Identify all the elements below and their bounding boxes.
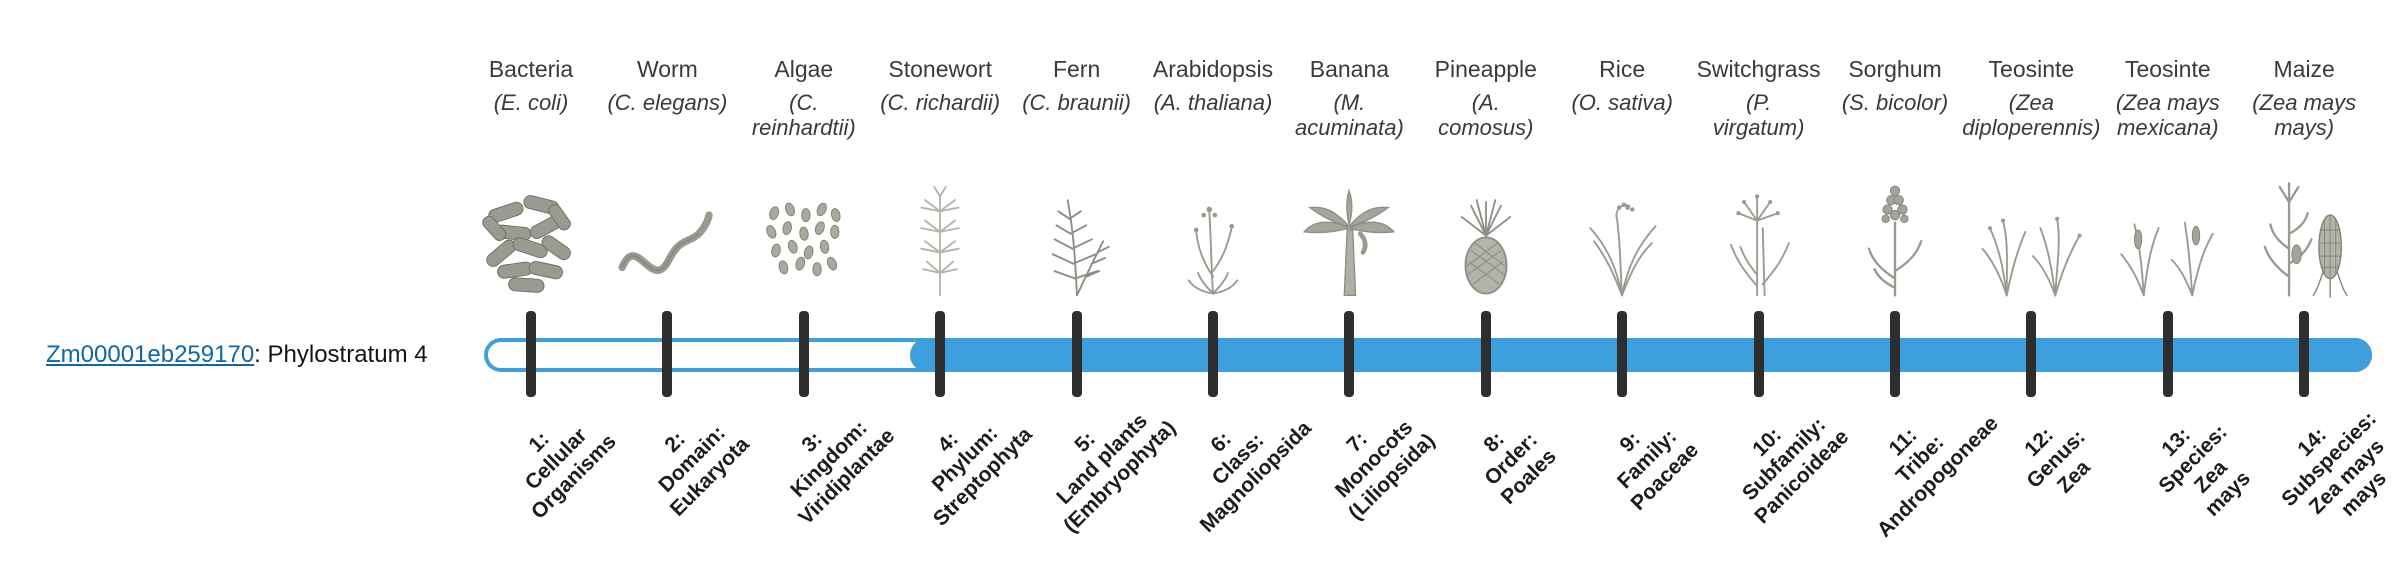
organism-name: Banana [1309,56,1390,82]
organism-header: Worm (C. elegans) [572,56,762,115]
organism-name: Maize [2273,56,2335,82]
bacteria-icon [465,166,597,300]
organism-name: Teosinte [2124,56,2211,82]
organism-scientific-name: (Zea diploperennis) [1962,89,2101,140]
organism-name: Sorghum [1848,56,1942,82]
phylostratum-tick [1890,311,1900,397]
phylostratum-tick [526,311,536,397]
stonewort-icon [874,166,1006,300]
organism-scientific-name: (E. coli) [493,89,569,115]
organism-header: Arabidopsis (A. thaliana) [1118,56,1308,115]
organism-scientific-name: (C. reinhardtii) [751,89,856,140]
organism-scientific-name: (Zea mays mexicana) [2115,89,2220,140]
organism-name: Stonewort [888,56,992,82]
phylostratum-tick [1480,311,1491,397]
banana-tree-icon [1283,166,1415,300]
organism-header: Bacteria (E. coli) [436,56,626,115]
phylostratum-tick [935,311,946,397]
algae-icon [738,166,870,300]
organism-scientific-name: (C. braunii) [1022,89,1131,115]
phylostrata-bar-fill [910,338,2372,372]
organism-name: Pineapple [1434,56,1537,82]
sorghum-icon [1829,166,1961,300]
rice-icon [1556,166,1688,300]
phylostratum-tick [798,311,809,397]
organism-header: Fern (C. braunii) [982,56,1172,115]
phylostratum-tick [1071,311,1082,397]
organism-name: Algae [774,56,834,82]
organism-name: Worm [636,56,698,82]
gene-label-suffix: : Phylostratum 4 [254,341,428,368]
organism-scientific-name: (A. comosus) [1438,89,1534,140]
phylostratum-tick [1208,311,1218,397]
organism-scientific-name: (Zea mays mays) [2252,89,2357,140]
gene-label: Zm00001eb259170: Phylostratum 4 [46,338,428,372]
organism-scientific-name: (C. elegans) [607,89,728,115]
gene-link[interactable]: Zm00001eb259170 [46,341,255,368]
organism-header: Teosinte (Zea diploperennis) [1936,56,2126,140]
organism-scientific-name: (A. thaliana) [1153,89,1273,115]
organism-name: Switchgrass [1696,56,1821,82]
organism-name: Rice [1599,56,1646,82]
fern-icon [1011,166,1143,300]
organism-header: Maize (Zea mays mays) [2209,56,2399,140]
switchgrass-icon [1693,166,1825,300]
organism-header: Teosinte (Zea mays mexicana) [2073,56,2263,140]
maize-icon [2238,166,2370,300]
organism-header: Banana (M. acuminata) [1254,56,1444,140]
organism-name: Fern [1052,56,1101,82]
arabidopsis-icon [1147,166,1279,300]
organism-header: Rice (O. sativa) [1527,56,1717,115]
organism-header: Switchgrass (P. virgatum) [1664,56,1854,140]
organism-scientific-name: (M. acuminata) [1294,89,1404,140]
organism-name: Teosinte [1988,56,2075,82]
phylostratum-tick [2162,311,2173,397]
organism-header: Sorghum (S. bicolor) [1800,56,1990,115]
phylostratum-tick [662,311,673,397]
phylostratum-tick [1617,311,1628,397]
organism-header: Algae (C. reinhardtii) [709,56,899,140]
organism-scientific-name: (P. virgatum) [1712,89,1805,140]
organism-scientific-name: (C. richardii) [880,89,1001,115]
teosinte-mexicana-icon [2102,166,2234,300]
organism-scientific-name: (S. bicolor) [1841,89,1949,115]
organism-name: Arabidopsis [1152,56,1274,82]
pineapple-icon [1420,166,1552,300]
phylostratum-tick [1753,311,1764,397]
teosinte-diploperennis-icon [1965,166,2097,300]
organism-header: Stonewort (C. richardii) [845,56,1035,115]
organism-header: Pineapple (A. comosus) [1391,56,1581,140]
phylostratum-tick [2026,311,2037,397]
phylostratum-tick [1344,311,1355,397]
organism-scientific-name: (O. sativa) [1571,89,1673,115]
phylostratum-tick [2299,311,2310,397]
organism-name: Bacteria [488,56,574,82]
worm-icon [601,166,733,300]
